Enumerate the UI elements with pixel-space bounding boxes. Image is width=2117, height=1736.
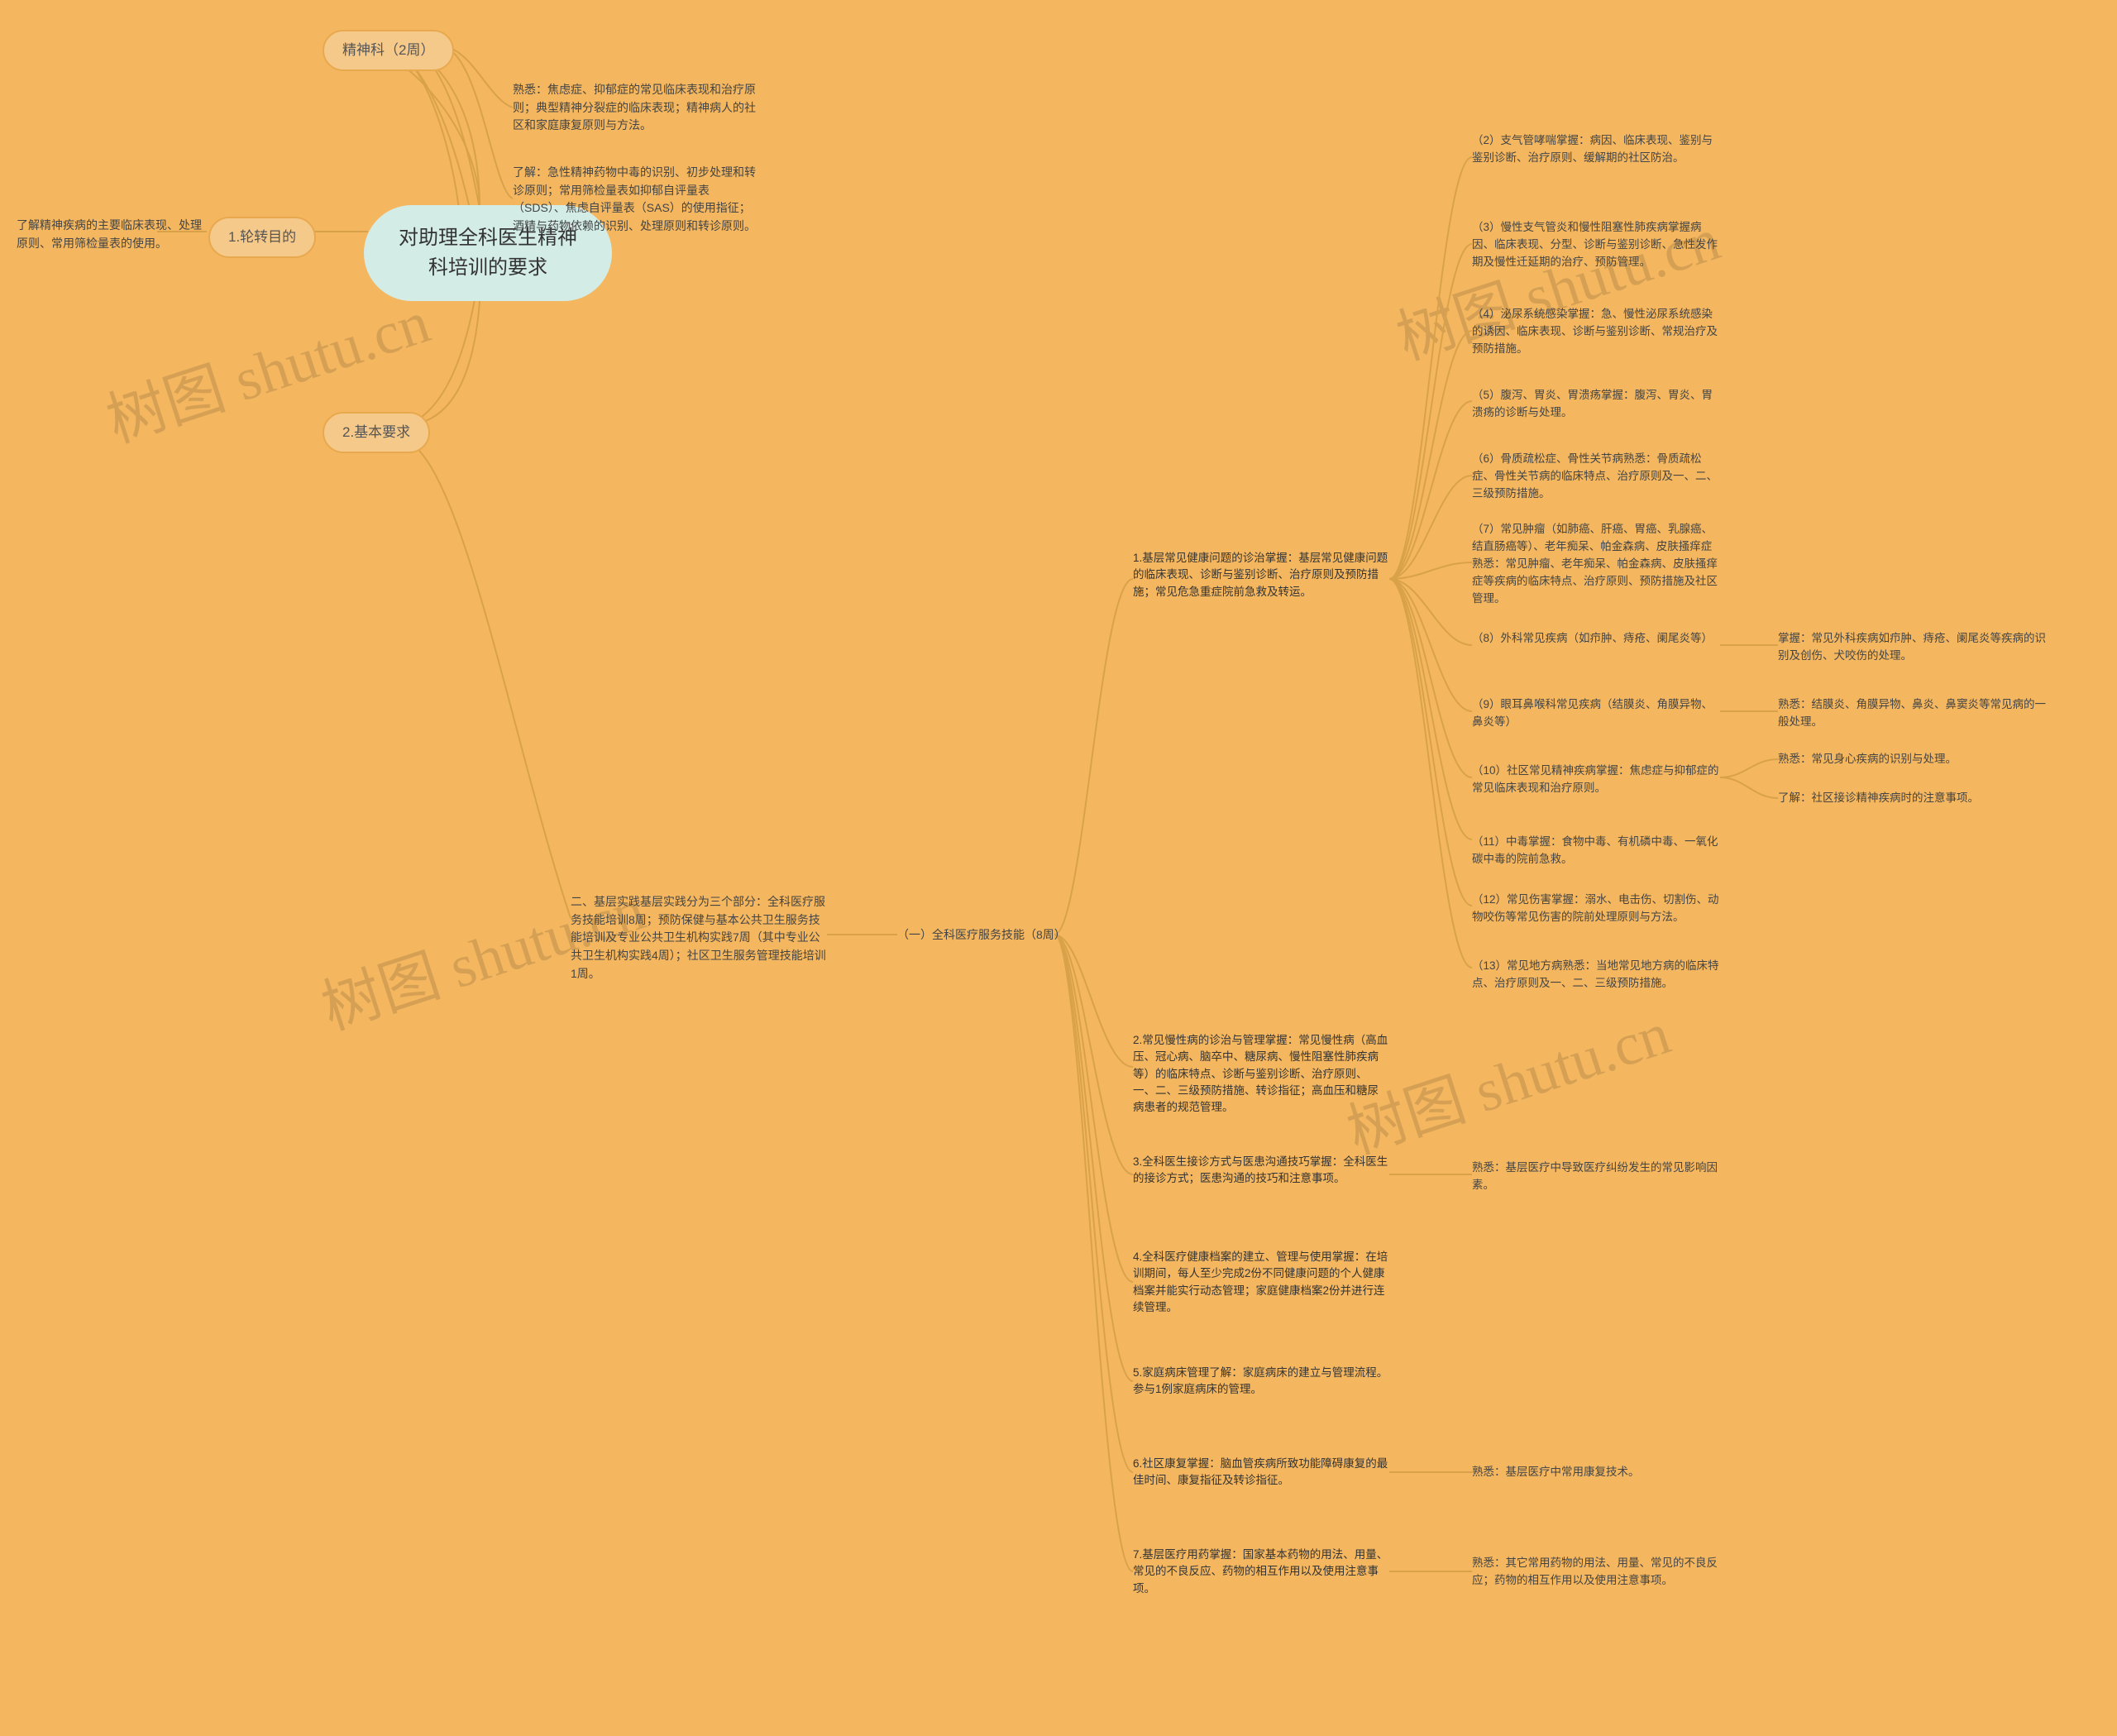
- item1-sub12: （12）常见伤害掌握：溺水、电击伤、切割伤、动物咬伤等常见伤害的院前处理原则与方…: [1472, 892, 1720, 926]
- branch-left[interactable]: 1.轮转目的: [208, 217, 316, 258]
- left-leaf: 了解精神疾病的主要临床表现、处理原则、常用筛检量表的使用。: [17, 217, 207, 252]
- item1-sub3: （3）慢性支气管炎和慢性阻塞性肺疾病掌握病因、临床表现、分型、诊断与鉴别诊断、急…: [1472, 219, 1720, 271]
- item6: 6.社区康复掌握：脑血管疾病所致功能障碍康复的最佳时间、康复指征及转诊指征。: [1133, 1456, 1389, 1492]
- item1-sub5: （5）腹泻、胃炎、胃溃疡掌握：腹泻、胃炎、胃溃疡的诊断与处理。: [1472, 387, 1720, 422]
- mindmap-edges: [0, 0, 2117, 1736]
- item1-sub11: （11）中毒掌握：食物中毒、有机磷中毒、一氧化碳中毒的院前急救。: [1472, 834, 1720, 868]
- psych-leaf-2: 了解：急性精神药物中毒的识别、初步处理和转诊原则；常用筛检量表如抑郁自评量表（S…: [513, 164, 761, 236]
- item1: 1.基层常见健康问题的诊治掌握：基层常见健康问题的临床表现、诊断与鉴别诊断、治疗…: [1133, 550, 1389, 603]
- item1-sub8-right: 掌握：常见外科疾病如疖肿、痔疮、阑尾炎等疾病的识别及创伤、犬咬伤的处理。: [1778, 630, 2051, 665]
- item2: 2.常见慢性病的诊治与管理掌握：常见慢性病（高血压、冠心病、脑卒中、糖尿病、慢性…: [1133, 1032, 1389, 1118]
- item1-sub10-right-b: 了解：社区接诊精神疾病时的注意事项。: [1778, 790, 1979, 807]
- item1-sub13: （13）常见地方病熟悉：当地常见地方病的临床特点、治疗原则及一、二、三级预防措施…: [1472, 958, 1720, 992]
- branch-basic-label: 2.基本要求: [342, 424, 410, 440]
- item7-right: 熟悉：其它常用药物的用法、用量、常见的不良反应；药物的相互作用以及使用注意事项。: [1472, 1555, 1737, 1590]
- item1-sub9: （9）眼耳鼻喉科常见疾病（结膜炎、角膜异物、鼻炎等）: [1472, 696, 1720, 731]
- branch-left-label: 1.轮转目的: [228, 229, 296, 245]
- item5: 5.家庭病床管理了解：家庭病床的建立与管理流程。参与1例家庭病床的管理。: [1133, 1365, 1389, 1401]
- section-skills: （一）全科医疗服务技能（8周）: [897, 926, 1063, 945]
- branch-basic[interactable]: 2.基本要求: [323, 412, 430, 453]
- item1-sub7: （7）常见肿瘤（如肺癌、肝癌、胃癌、乳腺癌、结直肠癌等）、老年痴呆、帕金森病、皮…: [1472, 521, 1720, 608]
- item4: 4.全科医疗健康档案的建立、管理与使用掌握：在培训期间，每人至少完成2份不同健康…: [1133, 1249, 1389, 1318]
- item1-sub6: （6）骨质疏松症、骨性关节病熟悉：骨质疏松症、骨性关节病的临床特点、治疗原则及一…: [1472, 451, 1720, 503]
- item3: 3.全科医生接诊方式与医患沟通技巧掌握：全科医生的接诊方式；医患沟通的技巧和注意…: [1133, 1154, 1389, 1190]
- item1-sub8: （8）外科常见疾病（如疖肿、痔疮、阑尾炎等）: [1472, 630, 1713, 648]
- item1-sub9-right: 熟悉：结膜炎、角膜异物、鼻炎、鼻窦炎等常见病的一般处理。: [1778, 696, 2051, 731]
- branch-psych[interactable]: 精神科（2周）: [323, 30, 454, 71]
- item1-sub10: （10）社区常见精神疾病掌握：焦虑症与抑郁症的常见临床表现和治疗原则。: [1472, 763, 1720, 797]
- item1-sub10-right-a: 熟悉：常见身心疾病的识别与处理。: [1778, 751, 1957, 768]
- item3-right: 熟悉：基层医疗中导致医疗纠纷发生的常见影响因素。: [1472, 1160, 1737, 1194]
- item6-right: 熟悉：基层医疗中常用康复技术。: [1472, 1464, 1640, 1481]
- node-practice: 二、基层实践基层实践分为三个部分：全科医疗服务技能培训8周；预防保健与基本公共卫…: [571, 893, 827, 983]
- item7: 7.基层医疗用药掌握：国家基本药物的用法、用量、常见的不良反应、药物的相互作用以…: [1133, 1547, 1389, 1600]
- item1-sub4: （4）泌尿系统感染掌握：急、慢性泌尿系统感染的诱因、临床表现、诊断与鉴别诊断、常…: [1472, 306, 1720, 358]
- psych-leaf-1: 熟悉：焦虑症、抑郁症的常见临床表现和治疗原则；典型精神分裂症的临床表现；精神病人…: [513, 81, 761, 135]
- item1-sub2: （2）支气管哮喘掌握：病因、临床表现、鉴别与鉴别诊断、治疗原则、缓解期的社区防治…: [1472, 132, 1720, 167]
- branch-psych-label: 精神科（2周）: [342, 42, 434, 58]
